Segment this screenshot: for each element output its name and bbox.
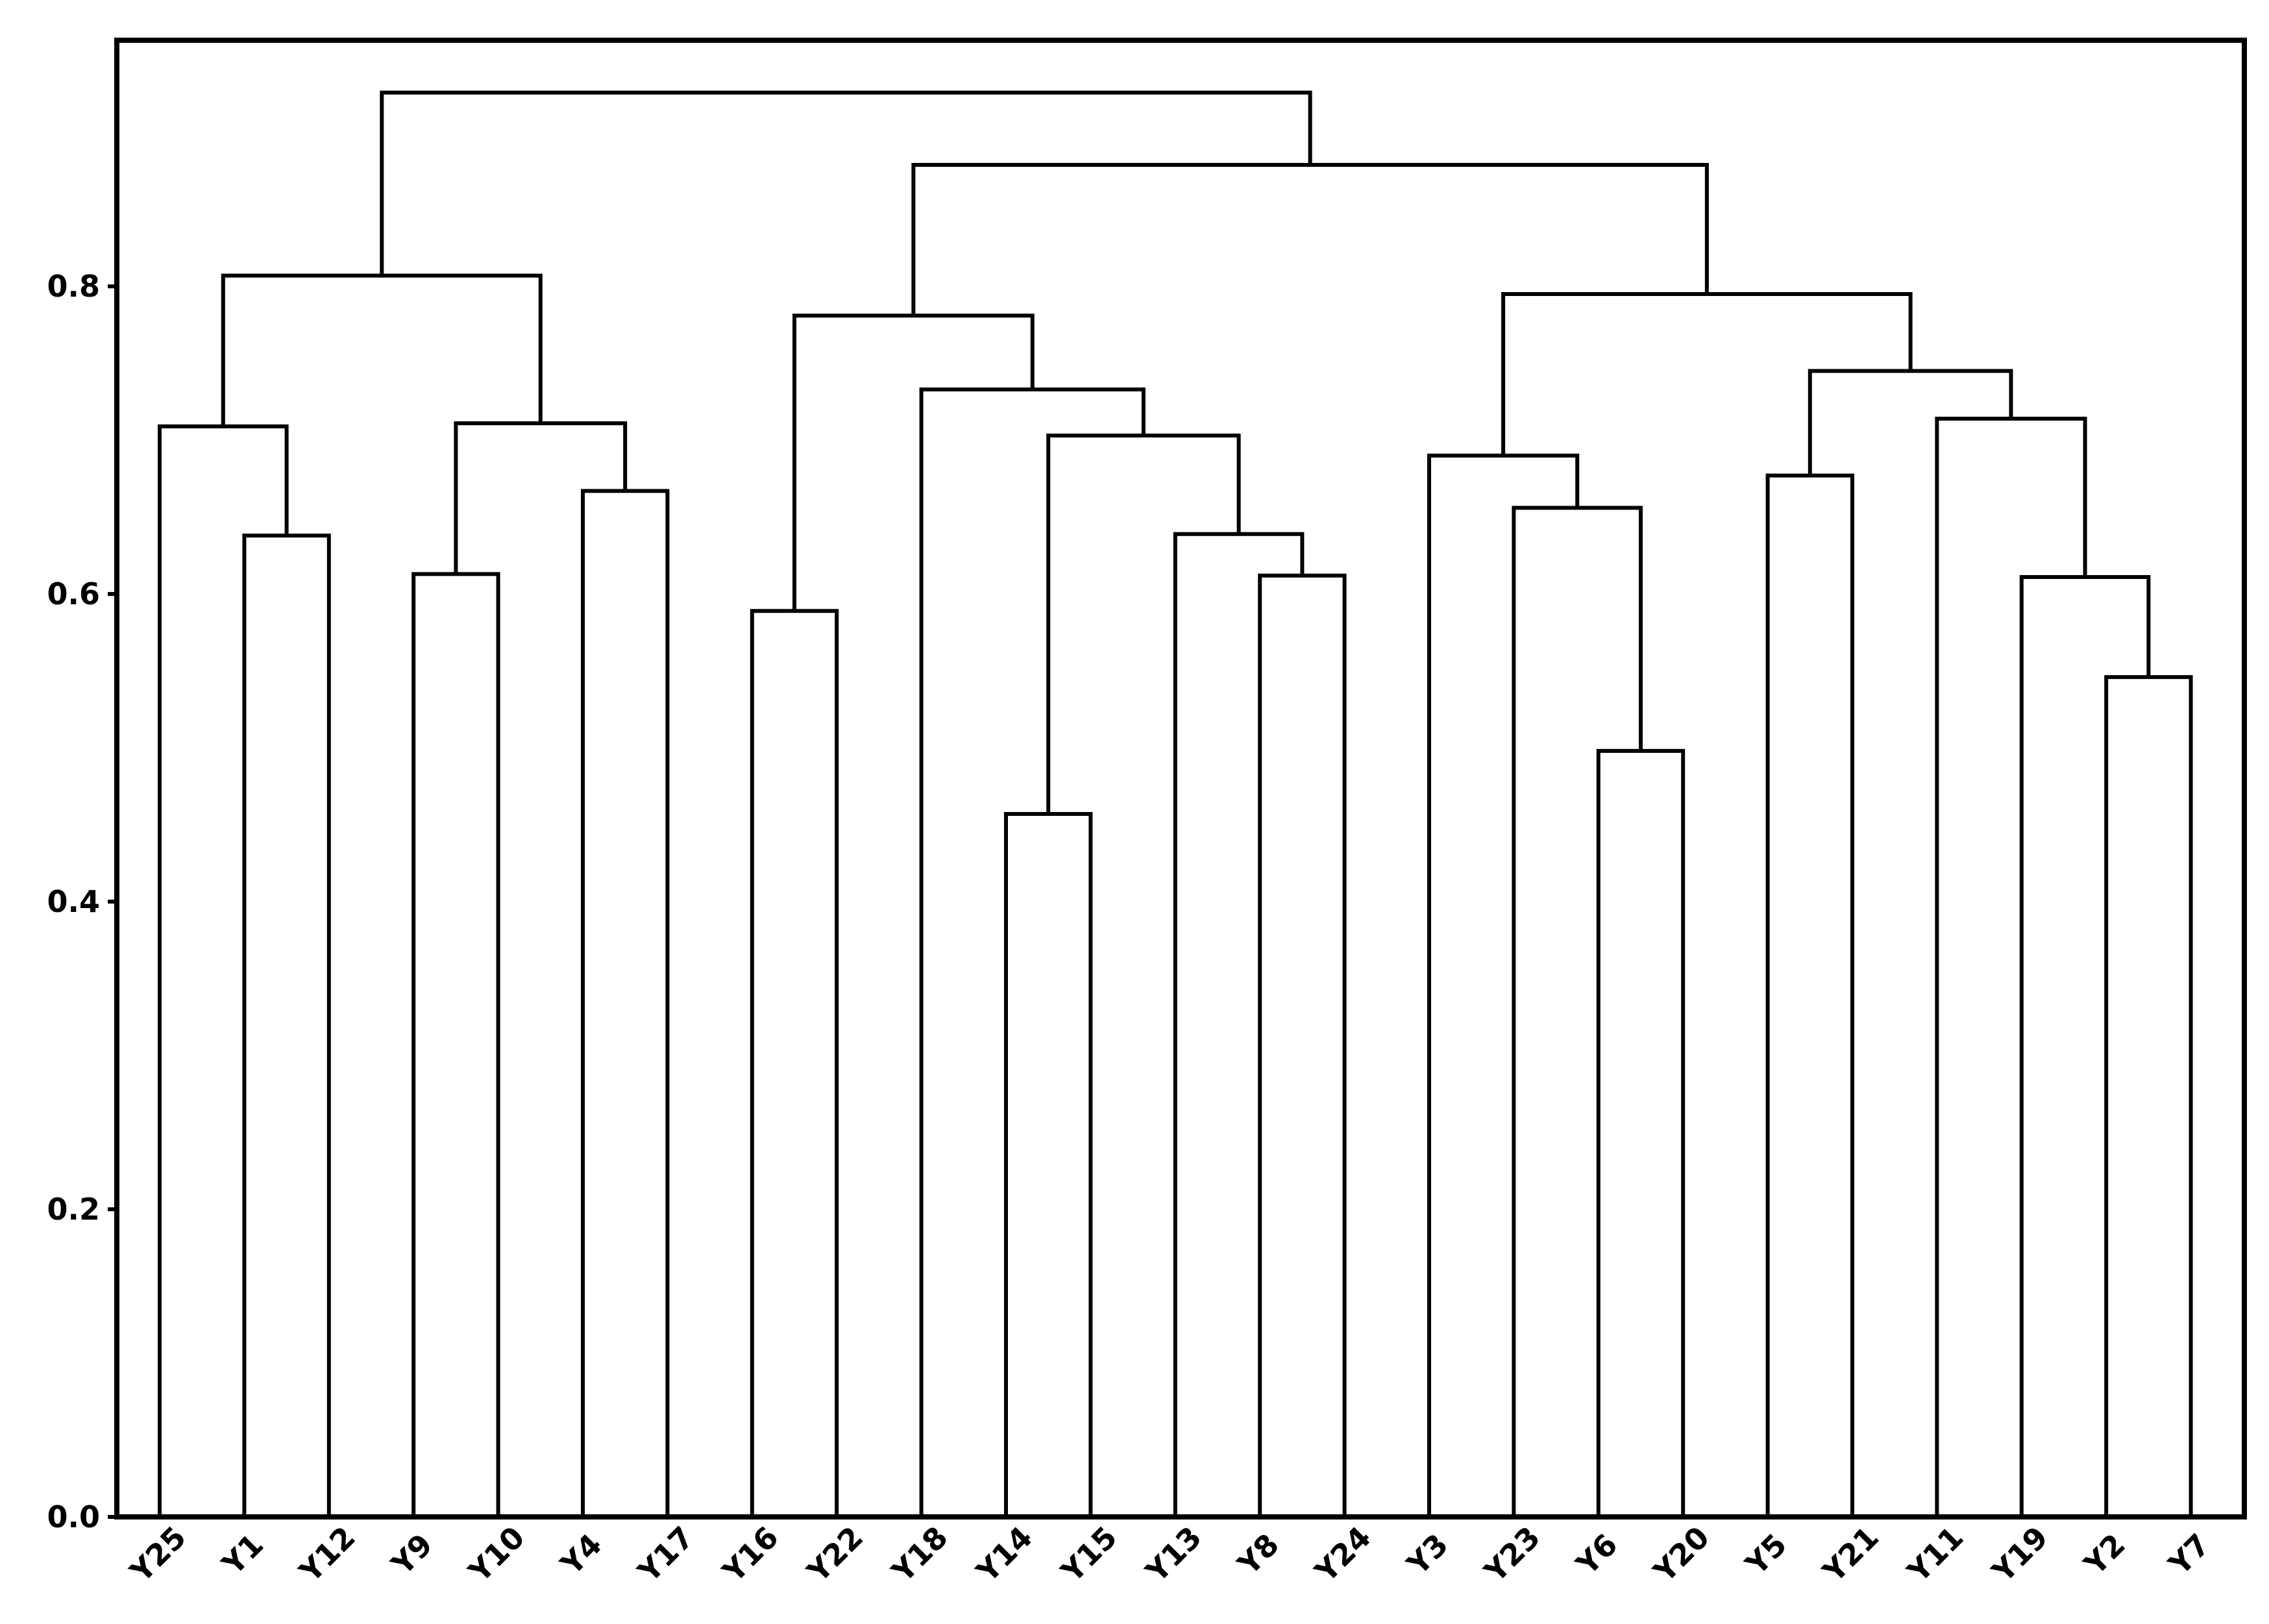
dendrogram-link-x bbox=[380, 90, 1312, 276]
dendrogram-link-k bbox=[1046, 434, 1241, 815]
leaf-label-y19: Y19 bbox=[1985, 1519, 2055, 1590]
dendrogram-link-a bbox=[242, 534, 331, 1517]
dendrogram-link-m bbox=[792, 314, 1035, 611]
leaf-label-y4: Y4 bbox=[554, 1527, 609, 1582]
leaf-label-y12: Y12 bbox=[292, 1519, 362, 1590]
leaf-labels: Y25 Y1 Y12 Y9 Y10 Y4 Y17 Y16 Y22 Y18 Y14 Y15 Y13 Y8 Y2… bbox=[123, 1519, 2216, 1590]
leaf-label-y14: Y14 bbox=[969, 1519, 1039, 1590]
leaf-label-y15: Y15 bbox=[1054, 1519, 1124, 1590]
dendrogram-link-j bbox=[1173, 532, 1305, 1517]
dendrogram-link-n bbox=[1596, 748, 1686, 1517]
y-tick-label: 0.8 bbox=[47, 269, 101, 304]
leaf-label-y5: Y5 bbox=[1738, 1527, 1793, 1582]
leaf-label-y9: Y9 bbox=[384, 1527, 439, 1582]
leaf-label-y24: Y24 bbox=[1308, 1519, 1378, 1590]
leaf-label-y11: Y11 bbox=[1900, 1519, 1970, 1590]
dendrogram-link-c bbox=[411, 572, 500, 1517]
dendrogram-link-b bbox=[158, 424, 289, 1517]
leaf-label-y2: Y2 bbox=[2077, 1527, 2132, 1582]
dendrogram-link-h bbox=[1004, 812, 1093, 1517]
leaf-label-y10: Y10 bbox=[461, 1519, 532, 1590]
y-tick-label: 0.2 bbox=[47, 1192, 101, 1227]
leaf-label-y7: Y7 bbox=[2161, 1527, 2216, 1582]
y-tick-label: 0.6 bbox=[47, 576, 101, 611]
dendrogram-link-i bbox=[1258, 573, 1347, 1517]
y-axis: 0.0 0.2 0.4 0.6 0.8 bbox=[47, 269, 117, 1534]
leaf-label-y6: Y6 bbox=[1569, 1527, 1624, 1582]
leaf-label-y3: Y3 bbox=[1400, 1527, 1455, 1582]
dendrogram-link-d bbox=[581, 489, 670, 1517]
leaf-label-y22: Y22 bbox=[800, 1519, 870, 1590]
dendrogram-link-l bbox=[919, 387, 1146, 1517]
y-tick-label: 0.4 bbox=[47, 884, 101, 919]
dendrogram-link-o bbox=[1512, 506, 1643, 1517]
plot-frame bbox=[114, 38, 2247, 1519]
dendrogram-link-t bbox=[1935, 416, 2087, 1517]
leaf-label-y13: Y13 bbox=[1138, 1519, 1208, 1590]
leaf-label-y18: Y18 bbox=[885, 1519, 955, 1590]
leaf-label-y20: Y20 bbox=[1647, 1519, 1717, 1590]
leaf-label-y1: Y1 bbox=[215, 1527, 270, 1582]
leaf-label-y25: Y25 bbox=[123, 1519, 193, 1590]
dendrogram-link-r bbox=[2104, 675, 2193, 1517]
dendrogram-link-f bbox=[221, 273, 543, 426]
leaf-label-y21: Y21 bbox=[1815, 1519, 1885, 1590]
leaf-label-y16: Y16 bbox=[715, 1519, 785, 1590]
leaf-label-y17: Y17 bbox=[631, 1519, 701, 1590]
dendrogram-link-u bbox=[1808, 369, 2013, 476]
y-tick-label: 0.0 bbox=[47, 1499, 101, 1534]
dendrogram-link-v bbox=[1501, 292, 1913, 456]
leaf-label-y23: Y23 bbox=[1477, 1519, 1547, 1590]
dendrogram-link-p bbox=[1427, 453, 1580, 1517]
leaf-label-y8: Y8 bbox=[1231, 1527, 1286, 1582]
dendrogram-link-e bbox=[454, 421, 628, 574]
dendrogram-link-q bbox=[1765, 473, 1854, 1517]
dendrogram-link-g bbox=[750, 609, 839, 1517]
dendrogram-link-s bbox=[2019, 575, 2151, 1517]
dendrogram-links bbox=[158, 90, 2193, 1517]
